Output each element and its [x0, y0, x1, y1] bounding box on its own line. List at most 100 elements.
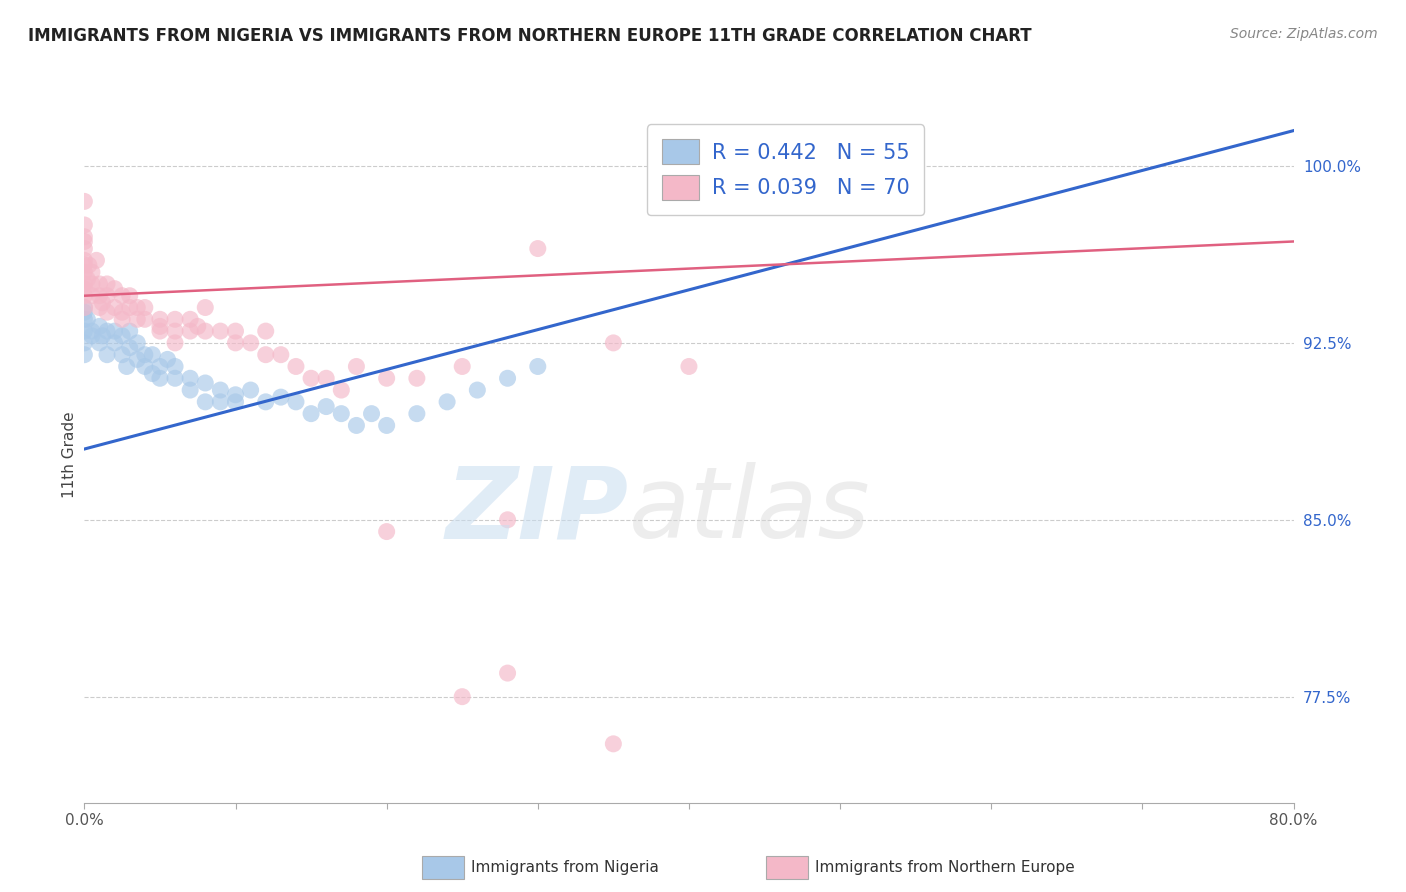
Point — [73, 229, 96, 244]
Point — [270, 390, 292, 404]
Point — [73, 194, 96, 209]
Point — [284, 395, 308, 409]
Point — [346, 359, 368, 374]
Legend: R = 0.442   N = 55, R = 0.039   N = 70: R = 0.442 N = 55, R = 0.039 N = 70 — [647, 124, 924, 215]
Point — [194, 376, 217, 390]
Point — [330, 407, 353, 421]
Text: Immigrants from Nigeria: Immigrants from Nigeria — [471, 861, 659, 875]
Point — [209, 395, 232, 409]
Point — [73, 258, 96, 272]
Point — [80, 324, 103, 338]
Point — [346, 418, 368, 433]
Point — [179, 383, 201, 397]
Point — [406, 407, 429, 421]
Point — [194, 301, 217, 315]
Point — [111, 312, 134, 326]
Point — [149, 319, 172, 334]
Point — [111, 305, 134, 319]
Point — [225, 395, 247, 409]
Point — [118, 289, 141, 303]
Point — [73, 218, 96, 232]
Point — [678, 359, 700, 374]
Point — [330, 383, 353, 397]
Point — [73, 235, 96, 249]
Point — [80, 277, 103, 291]
Point — [165, 371, 187, 385]
Point — [467, 383, 489, 397]
Point — [156, 352, 179, 367]
Point — [239, 383, 262, 397]
Point — [127, 301, 149, 315]
Point — [89, 301, 111, 315]
Point — [134, 301, 156, 315]
Point — [104, 282, 127, 296]
Point — [73, 301, 96, 315]
Point — [80, 328, 103, 343]
Point — [149, 359, 172, 374]
Point — [73, 265, 96, 279]
Point — [111, 348, 134, 362]
Point — [194, 395, 217, 409]
Point — [127, 335, 149, 350]
Point — [165, 359, 187, 374]
Point — [96, 324, 118, 338]
Point — [496, 371, 519, 385]
Point — [73, 305, 96, 319]
Point — [134, 348, 156, 362]
Point — [118, 301, 141, 315]
Point — [96, 305, 118, 319]
Point — [406, 371, 429, 385]
Point — [496, 513, 519, 527]
Point — [179, 371, 201, 385]
Point — [149, 312, 172, 326]
Text: IMMIGRANTS FROM NIGERIA VS IMMIGRANTS FROM NORTHERN EUROPE 11TH GRADE CORRELATIO: IMMIGRANTS FROM NIGERIA VS IMMIGRANTS FR… — [28, 27, 1032, 45]
Point — [527, 359, 550, 374]
Point — [96, 348, 118, 362]
Point — [375, 418, 398, 433]
Point — [602, 335, 624, 350]
Point — [76, 272, 98, 286]
Point — [89, 319, 111, 334]
Point — [315, 400, 337, 414]
Point — [360, 407, 382, 421]
Point — [80, 289, 103, 303]
Point — [134, 359, 156, 374]
Point — [80, 265, 103, 279]
Point — [89, 335, 111, 350]
Point — [602, 737, 624, 751]
Point — [179, 324, 201, 338]
Point — [89, 289, 111, 303]
Point — [179, 312, 201, 326]
Point — [73, 312, 96, 326]
Point — [134, 312, 156, 326]
Point — [73, 277, 96, 291]
Point — [254, 395, 277, 409]
Point — [225, 335, 247, 350]
Point — [73, 242, 96, 256]
Point — [225, 324, 247, 338]
Point — [165, 312, 187, 326]
Point — [73, 253, 96, 268]
Point — [239, 335, 262, 350]
Point — [451, 359, 474, 374]
Point — [104, 335, 127, 350]
Point — [76, 312, 98, 326]
Point — [187, 319, 209, 334]
Point — [89, 277, 111, 291]
Point — [111, 328, 134, 343]
Point — [141, 348, 163, 362]
Text: ZIP: ZIP — [446, 462, 628, 559]
Point — [111, 289, 134, 303]
Point — [73, 301, 96, 315]
Point — [375, 371, 398, 385]
Point — [73, 282, 96, 296]
Point — [254, 324, 277, 338]
Point — [149, 371, 172, 385]
Point — [209, 383, 232, 397]
Point — [299, 371, 322, 385]
Point — [115, 359, 138, 374]
Point — [284, 359, 308, 374]
Point — [73, 324, 96, 338]
Point — [73, 289, 96, 303]
Point — [73, 348, 96, 362]
